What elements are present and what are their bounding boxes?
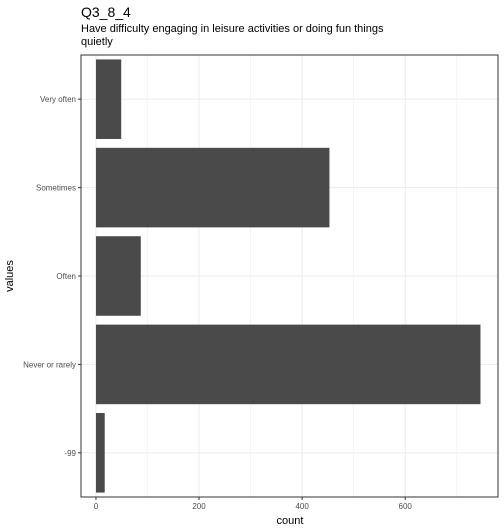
bar: [96, 59, 121, 139]
y-axis-title: values: [4, 260, 16, 292]
bar: [96, 325, 481, 405]
bar: [96, 148, 329, 228]
y-tick-label: Sometimes: [36, 184, 76, 193]
y-tick-label: Often: [56, 272, 76, 281]
y-tick-label: Very often: [40, 95, 76, 104]
y-tick-label: -99: [64, 449, 76, 458]
x-tick-label: 0: [94, 502, 99, 511]
x-tick-label: 600: [399, 502, 413, 511]
x-tick-label: 400: [295, 502, 309, 511]
x-axis: 0 200 400 600: [94, 497, 413, 511]
chart-subtitle-line-1: Have difficulty engaging in leisure acti…: [81, 23, 384, 35]
y-tick-label: Never or rarely: [23, 360, 76, 369]
bar: [96, 236, 141, 316]
x-axis-title: count: [277, 515, 304, 527]
chart-subtitle-line-2: quietly: [81, 36, 113, 48]
y-axis: Very often Sometimes Often Never or rarely -…: [23, 95, 81, 458]
x-tick-label: 200: [192, 502, 206, 511]
bar: [96, 413, 105, 493]
chart-title: Q3_8_4: [81, 4, 131, 20]
